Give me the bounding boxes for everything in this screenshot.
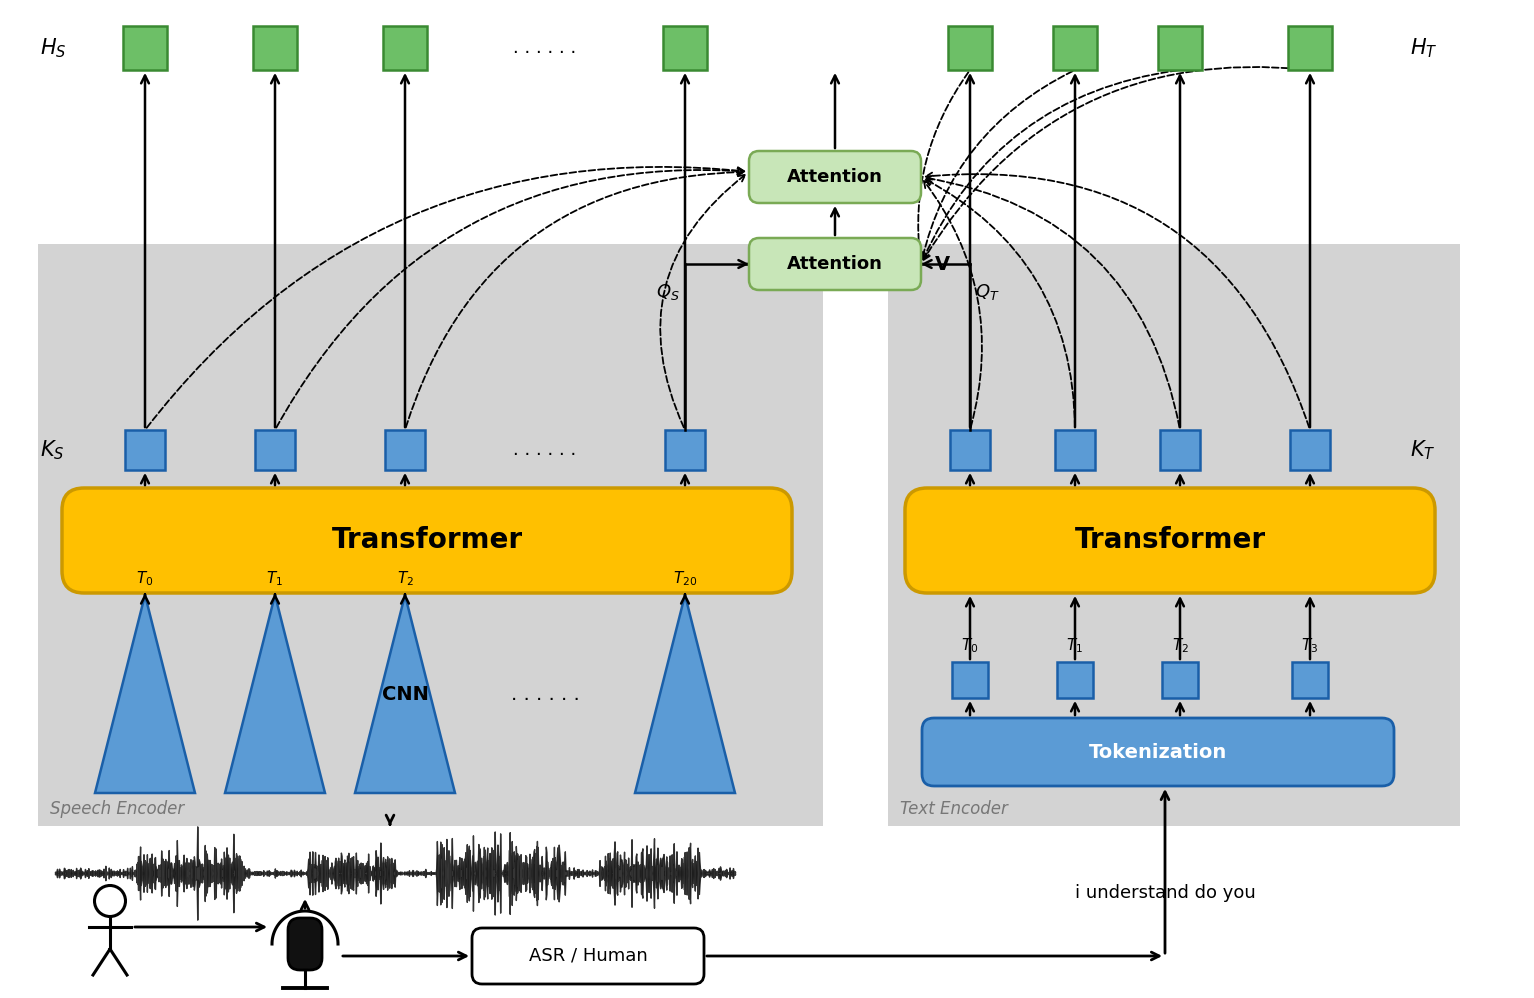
Bar [1160, 430, 1200, 470]
Text: $K_T$: $K_T$ [1410, 438, 1436, 462]
Text: Attention: Attention [787, 168, 884, 186]
Text: $T_{1}$: $T_{1}$ [267, 569, 284, 588]
Bar [253, 26, 298, 70]
Text: . . . . . .: . . . . . . [514, 441, 577, 459]
Text: Attention: Attention [787, 255, 884, 273]
Bar [953, 662, 988, 698]
Text: Text Encoder: Text Encoder [900, 800, 1008, 818]
Bar [950, 430, 989, 470]
Text: $T_{0}$: $T_{0}$ [962, 637, 979, 655]
Text: V: V [936, 254, 950, 273]
Bar [1057, 662, 1094, 698]
FancyBboxPatch shape [905, 488, 1434, 593]
FancyBboxPatch shape [61, 488, 792, 593]
Bar [888, 244, 1460, 826]
Bar [666, 430, 706, 470]
Text: i understand do you: i understand do you [1075, 884, 1255, 902]
Text: Transformer: Transformer [1074, 527, 1266, 555]
Text: . . . . . .: . . . . . . [514, 39, 577, 57]
Bar [385, 430, 425, 470]
Bar [1290, 430, 1330, 470]
Polygon shape [354, 595, 456, 793]
Polygon shape [635, 595, 735, 793]
Text: $T_{20}$: $T_{20}$ [673, 569, 696, 588]
Bar [1052, 26, 1097, 70]
Bar [255, 430, 295, 470]
FancyBboxPatch shape [922, 718, 1394, 786]
Text: ASR / Human: ASR / Human [529, 947, 647, 965]
Bar [124, 430, 166, 470]
Text: Speech Encoder: Speech Encoder [51, 800, 184, 818]
Text: Transformer: Transformer [331, 527, 523, 555]
Bar [663, 26, 707, 70]
Bar [1161, 662, 1198, 698]
Text: $Q_T$: $Q_T$ [976, 282, 1000, 302]
Text: $T_{2}$: $T_{2}$ [1172, 637, 1189, 655]
Text: Tokenization: Tokenization [1089, 743, 1227, 761]
Text: $H_T$: $H_T$ [1410, 36, 1437, 60]
Text: . . . . . .: . . . . . . [511, 685, 580, 704]
FancyBboxPatch shape [472, 928, 704, 984]
Text: $T_{2}$: $T_{2}$ [396, 569, 414, 588]
Text: CNN: CNN [382, 685, 428, 704]
Bar [1289, 26, 1332, 70]
FancyBboxPatch shape [749, 238, 920, 290]
Bar [123, 26, 167, 70]
Polygon shape [95, 595, 195, 793]
Bar [948, 26, 992, 70]
Text: $Q_S$: $Q_S$ [657, 282, 680, 302]
FancyBboxPatch shape [749, 151, 920, 203]
Text: $T_{0}$: $T_{0}$ [137, 569, 153, 588]
Polygon shape [225, 595, 325, 793]
FancyBboxPatch shape [288, 918, 322, 970]
Bar [1292, 662, 1328, 698]
Bar [38, 244, 824, 826]
Text: $K_S$: $K_S$ [40, 438, 64, 462]
Text: $T_{1}$: $T_{1}$ [1066, 637, 1083, 655]
Text: $T_{3}$: $T_{3}$ [1301, 637, 1319, 655]
Bar [1158, 26, 1203, 70]
Bar [384, 26, 426, 70]
Text: $H_S$: $H_S$ [40, 36, 66, 60]
Bar [1055, 430, 1095, 470]
